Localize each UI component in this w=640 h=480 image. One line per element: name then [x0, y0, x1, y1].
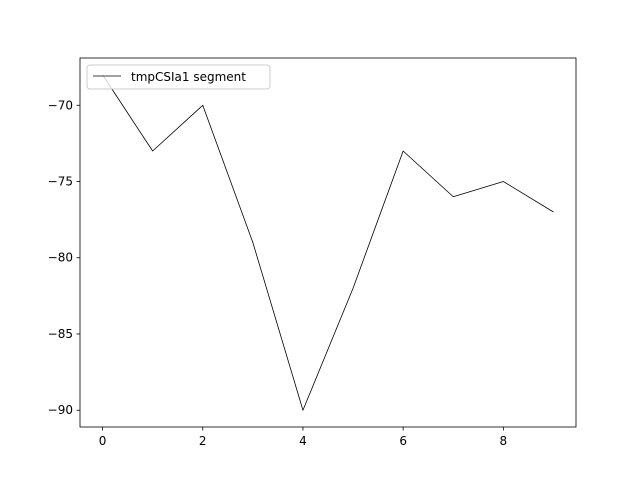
y-axis: −90 −85 −80 −75 −70 [48, 98, 80, 417]
y-tick-label: −75 [48, 175, 73, 189]
legend-box [86, 64, 271, 90]
plot-frame [79, 57, 577, 428]
x-tick-label: 2 [199, 434, 207, 448]
y-tick-label: −70 [48, 98, 73, 112]
legend-label: tmpCSIa1 segment [131, 70, 246, 84]
series-layer [102, 74, 554, 411]
x-tick-label: 8 [500, 434, 508, 448]
y-tick-label: −90 [48, 403, 73, 417]
x-tick-label: 4 [299, 434, 307, 448]
plot-area [80, 58, 576, 427]
x-tick-label: 6 [399, 434, 407, 448]
x-axis: 0 2 4 6 8 [99, 427, 507, 448]
y-tick-label: −85 [48, 327, 73, 341]
legend: tmpCSIa1 segment [86, 64, 271, 90]
series-line [102, 74, 554, 411]
x-tick-label: 0 [99, 434, 107, 448]
y-tick-label: −80 [48, 251, 73, 265]
